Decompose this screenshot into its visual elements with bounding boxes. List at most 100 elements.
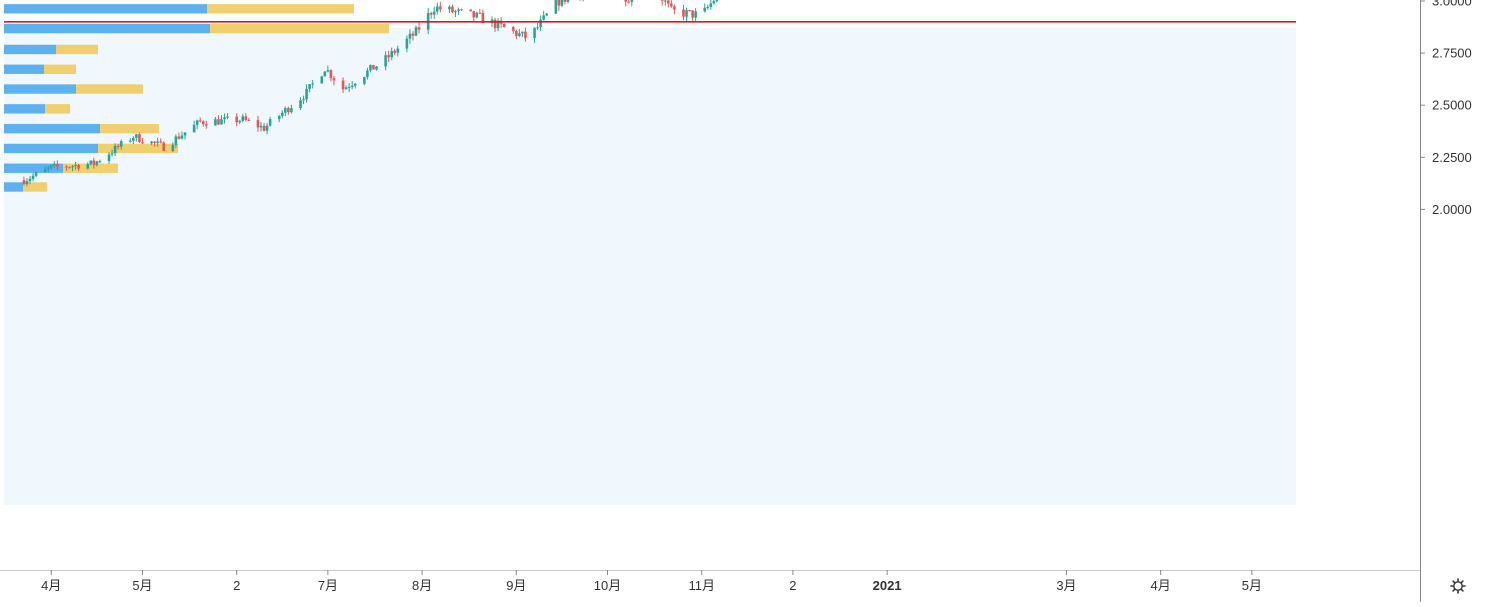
- volume-down-bar: [23, 182, 47, 192]
- candle-body: [435, 6, 439, 12]
- candle-body: [238, 120, 242, 123]
- candle-down: [201, 120, 205, 127]
- candle-up: [369, 64, 372, 73]
- volume-profile-row: [4, 182, 47, 192]
- candle-down: [56, 160, 59, 171]
- candle-up: [284, 106, 287, 117]
- candle-down: [563, 0, 567, 5]
- candle-body: [375, 66, 378, 70]
- candle-body: [65, 166, 68, 168]
- candle-down: [204, 120, 208, 129]
- candle-body: [171, 144, 175, 152]
- volume-profile-row: [4, 123, 159, 134]
- candle-body: [715, 0, 719, 2]
- volume-profile-row: [4, 23, 389, 34]
- time-axis-label: 8月: [412, 578, 432, 593]
- candle-down: [138, 132, 141, 143]
- volume-down-bar: [56, 44, 98, 55]
- candle-body: [545, 13, 549, 16]
- candle-body: [536, 27, 539, 29]
- candle-body: [159, 141, 162, 143]
- candle-down: [77, 163, 80, 171]
- candle-up: [435, 2, 439, 15]
- time-axis-label: 10月: [594, 578, 621, 593]
- candle-body: [141, 142, 144, 144]
- volume-up-bar: [4, 4, 207, 14]
- candle-up: [539, 15, 542, 32]
- candle-up: [174, 134, 178, 148]
- candle-up: [43, 166, 47, 173]
- candle-down: [673, 4, 676, 15]
- candle-body: [308, 84, 311, 89]
- candle-body: [287, 108, 290, 113]
- candle-up: [694, 8, 697, 23]
- candle-up: [308, 84, 311, 93]
- candle-down: [524, 27, 527, 42]
- time-axis-label: 3月: [1056, 578, 1076, 593]
- candle-body: [439, 6, 442, 10]
- candle-body: [472, 11, 476, 18]
- candle-body: [673, 6, 676, 10]
- candle-up: [49, 164, 53, 170]
- volume-profile-row: [4, 143, 178, 154]
- candle-body: [86, 164, 90, 169]
- candle-body: [457, 9, 460, 12]
- time-axis-label: 7月: [318, 578, 338, 593]
- candle-body: [183, 132, 187, 136]
- volume-profile-row: [4, 163, 118, 173]
- candle-body: [341, 80, 345, 90]
- candle-body: [198, 120, 202, 122]
- volume-profile-row: [4, 64, 76, 74]
- volume-profile-row: [4, 84, 143, 94]
- candle-body: [150, 141, 153, 144]
- candle-body: [135, 134, 138, 138]
- candle-body: [241, 116, 245, 121]
- candle-body: [34, 172, 38, 176]
- time-axis[interactable]: 4月 5月 2 7月 8月 9月 10月 11月 2 2021 3月 4月 5月: [41, 570, 1262, 593]
- candle-up: [132, 136, 135, 145]
- candle-up: [113, 143, 117, 156]
- candle-up: [663, 0, 667, 6]
- candle-down: [198, 117, 202, 123]
- candle-down: [417, 22, 421, 34]
- volume-down-bar: [210, 23, 389, 34]
- candle-down: [478, 8, 482, 14]
- settings-gear-icon[interactable]: [1450, 578, 1466, 594]
- candle-down: [627, 0, 631, 4]
- candle-up: [685, 7, 688, 22]
- time-axis-label: 2: [233, 578, 240, 593]
- candle-body: [515, 30, 518, 36]
- candle-up: [299, 97, 302, 111]
- candle-body: [384, 55, 387, 67]
- candle-up: [715, 0, 719, 3]
- candle-body: [353, 83, 357, 86]
- time-axis-label: 2021: [873, 578, 902, 593]
- candle-down: [341, 77, 345, 93]
- candle-up: [706, 4, 710, 10]
- candle-down: [682, 4, 685, 21]
- candle-body: [262, 125, 266, 131]
- candle-down: [244, 113, 248, 122]
- candle-body: [132, 137, 135, 141]
- candle-body: [323, 71, 327, 77]
- candle-down: [372, 64, 375, 70]
- volume-profile-row: [4, 44, 98, 55]
- candle-body: [332, 78, 336, 81]
- candle-body: [277, 115, 281, 120]
- candle-body: [460, 9, 463, 11]
- price-axis-label: 2.2500: [1432, 150, 1472, 165]
- price-axis[interactable]: 4.50004.25004.00003.75003.50003.25003.00…: [1420, 0, 1472, 217]
- candle-up: [396, 45, 400, 57]
- candle-body: [554, 0, 558, 14]
- candle-down: [515, 29, 518, 40]
- candle-up: [454, 9, 457, 17]
- candle-down: [624, 0, 628, 7]
- candle-body: [372, 64, 375, 70]
- candle-body: [74, 164, 77, 167]
- candle-up: [220, 115, 223, 125]
- candle-body: [408, 33, 412, 39]
- candle-down: [235, 113, 238, 127]
- candle-body: [451, 6, 454, 13]
- candle-body: [25, 181, 29, 185]
